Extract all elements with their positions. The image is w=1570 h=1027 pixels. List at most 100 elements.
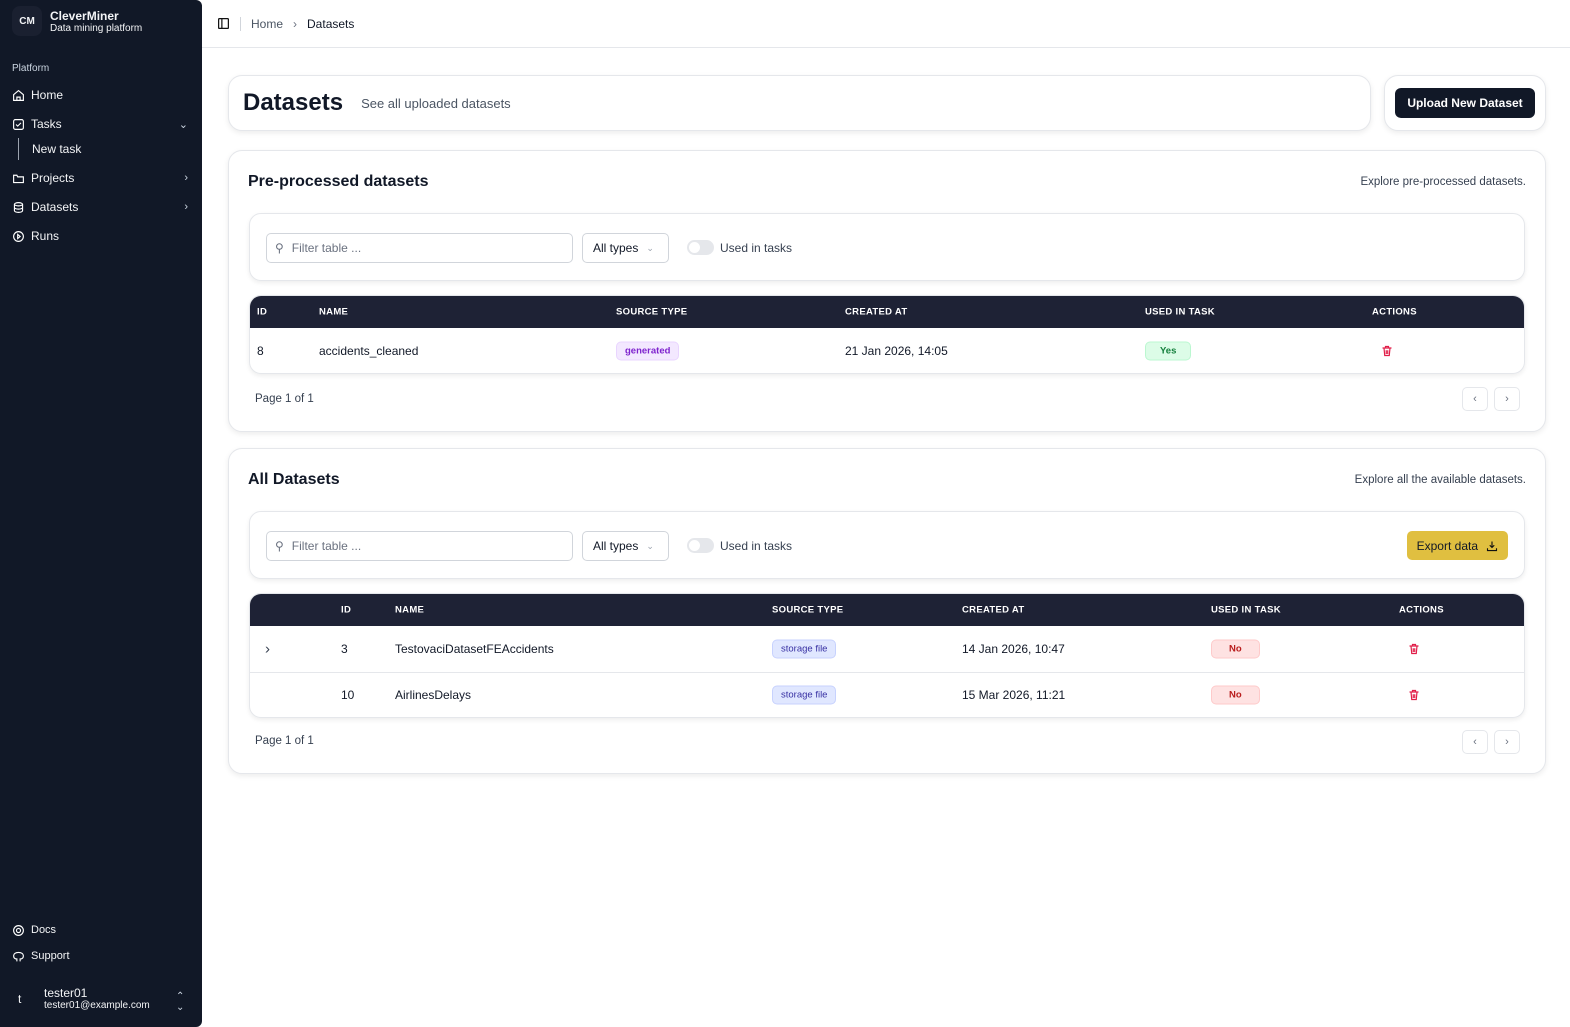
chevron-down-icon: ⌄ [178, 118, 188, 131]
folder-icon [13, 174, 24, 183]
toggle-label: Used in tasks [720, 241, 793, 255]
preprocessed-section: Pre-processed datasets Explore pre-proce… [228, 150, 1546, 432]
export-data-button[interactable]: Export data [1406, 531, 1508, 560]
cell-id: 3 [341, 642, 348, 656]
col-name[interactable]: NAME [395, 604, 425, 616]
source-badge: storage file [772, 685, 837, 705]
chevron-left-icon: ‹ [1473, 736, 1477, 748]
cell-name: accidents_cleaned [319, 343, 419, 358]
source-badge: storage file [772, 639, 837, 659]
next-page-button[interactable]: › [1494, 730, 1520, 754]
checkbox-icon [13, 118, 24, 130]
page-header: Datasets See all uploaded datasets [228, 75, 1371, 131]
used-badge: No [1211, 685, 1260, 705]
sidebar-item-label: Projects [31, 171, 75, 185]
avatar: t [18, 992, 22, 1006]
type-select[interactable]: All types ⌄ [582, 233, 669, 263]
col-name[interactable]: NAME [319, 306, 349, 318]
chevron-right-icon: › [184, 201, 188, 213]
filter-bar: ⚲ Filter table ... All types ⌄ Used in tas… [249, 511, 1525, 579]
expand-row-chevron-icon[interactable]: › [265, 640, 270, 658]
user-name: tester01 [44, 986, 88, 1000]
chevron-left-icon: ‹ [1473, 393, 1477, 405]
export-label: Export data [1416, 538, 1478, 553]
breadcrumb-current: Datasets [307, 16, 355, 31]
col-used-in-task[interactable]: USED IN TASK [1145, 306, 1215, 318]
used-badge: No [1211, 639, 1260, 659]
section-description: Explore pre-processed datasets. [1360, 176, 1526, 188]
sidebar-item-projects[interactable]: Projects › [0, 166, 202, 190]
sidebar-item-datasets[interactable]: Datasets › [0, 195, 202, 219]
page-info: Page 1 of 1 [255, 735, 314, 747]
col-id[interactable]: ID [257, 306, 268, 318]
table-header: ID NAME SOURCE TYPE CREATED AT USED IN T… [250, 296, 1524, 328]
topbar: Home › Datasets [202, 0, 1570, 48]
cell-created: 15 Mar 2026, 11:21 [962, 688, 1066, 702]
sidebar-toggle-icon[interactable] [217, 17, 230, 30]
sidebar-item-home[interactable]: Home [0, 83, 202, 107]
download-icon [1486, 541, 1498, 551]
database-icon [13, 201, 24, 213]
cell-name: AirlinesDelays [395, 688, 472, 702]
section-title: Pre-processed datasets [248, 173, 429, 190]
sidebar-item-label: Docs [31, 924, 57, 936]
next-page-button[interactable]: › [1494, 387, 1520, 411]
filter-input[interactable]: ⚲ Filter table ... [266, 233, 573, 263]
cell-id: 10 [341, 688, 355, 702]
page-title: Datasets [243, 89, 344, 116]
col-created-at[interactable]: CREATED AT [845, 306, 908, 318]
chevron-right-icon: › [1505, 736, 1509, 748]
brand[interactable]: CM CleverMiner Data mining platform [12, 6, 142, 36]
chevron-down-icon: ⌄ [646, 540, 654, 551]
prev-page-button[interactable]: ‹ [1462, 387, 1488, 411]
section-title: All Datasets [248, 471, 340, 488]
table-row[interactable]: › 3 TestovaciDatasetFEAccidents storage … [250, 626, 1524, 672]
lifebuoy-icon [13, 924, 24, 936]
used-in-tasks-toggle[interactable] [687, 538, 714, 553]
sidebar: CM CleverMiner Data mining platform Platf… [0, 0, 202, 1027]
user-menu[interactable]: t tester01 tester01@example.com ⌃ ⌄ [0, 984, 202, 1016]
breadcrumb-home[interactable]: Home [251, 16, 284, 31]
table-header: ID NAME SOURCE TYPE CREATED AT USED IN T… [250, 594, 1524, 626]
chevrons-up-down-icon: ⌃ ⌄ [176, 991, 185, 1013]
sidebar-item-label: Datasets [31, 200, 79, 214]
preprocessed-table: ID NAME SOURCE TYPE CREATED AT USED IN T… [249, 295, 1525, 374]
col-actions: ACTIONS [1372, 306, 1417, 318]
all-datasets-section: All Datasets Explore all the available d… [228, 448, 1546, 774]
sidebar-item-docs[interactable]: Docs [0, 918, 202, 942]
breadcrumb-separator-icon: › [293, 16, 298, 31]
type-select[interactable]: All types ⌄ [582, 531, 669, 561]
trash-icon[interactable] [1381, 345, 1393, 357]
prev-page-button[interactable]: ‹ [1462, 730, 1488, 754]
col-id[interactable]: ID [341, 604, 352, 616]
source-badge: generated [616, 341, 680, 360]
sidebar-item-runs[interactable]: Runs [0, 224, 202, 248]
cell-name: TestovaciDatasetFEAccidents [395, 642, 554, 656]
table-row[interactable]: 10 AirlinesDelays storage file 15 Mar 20… [250, 672, 1524, 717]
sidebar-item-label: Home [31, 88, 64, 102]
sidebar-item-new-task[interactable]: New task [18, 138, 81, 160]
user-email: tester01@example.com [44, 1000, 150, 1011]
table-row[interactable]: 8 accidents_cleaned generated 21 Jan 202… [250, 328, 1524, 373]
type-select-value: All types [593, 241, 639, 255]
col-used-in-task[interactable]: USED IN TASK [1211, 604, 1281, 616]
sidebar-item-tasks[interactable]: Tasks ⌄ [0, 112, 202, 136]
col-created-at[interactable]: CREATED AT [962, 604, 1025, 616]
sidebar-item-support[interactable]: Support [0, 944, 202, 968]
col-source-type[interactable]: SOURCE TYPE [616, 306, 688, 318]
toggle-label: Used in tasks [720, 539, 793, 553]
used-in-tasks-toggle[interactable] [687, 240, 714, 255]
col-source-type[interactable]: SOURCE TYPE [772, 604, 844, 616]
used-badge: Yes [1145, 341, 1192, 360]
logo: CM [12, 6, 42, 36]
all-datasets-table: ID NAME SOURCE TYPE CREATED AT USED IN T… [249, 593, 1525, 718]
sidebar-item-label: Tasks [31, 117, 62, 131]
trash-icon[interactable] [1408, 689, 1420, 701]
col-actions: ACTIONS [1399, 604, 1444, 616]
upload-dataset-button[interactable]: Upload New Dataset [1395, 88, 1535, 118]
github-icon [13, 951, 24, 961]
trash-icon[interactable] [1408, 643, 1420, 655]
home-icon [13, 89, 24, 101]
filter-placeholder: Filter table ... [291, 241, 362, 255]
filter-input[interactable]: ⚲ Filter table ... [266, 531, 573, 561]
